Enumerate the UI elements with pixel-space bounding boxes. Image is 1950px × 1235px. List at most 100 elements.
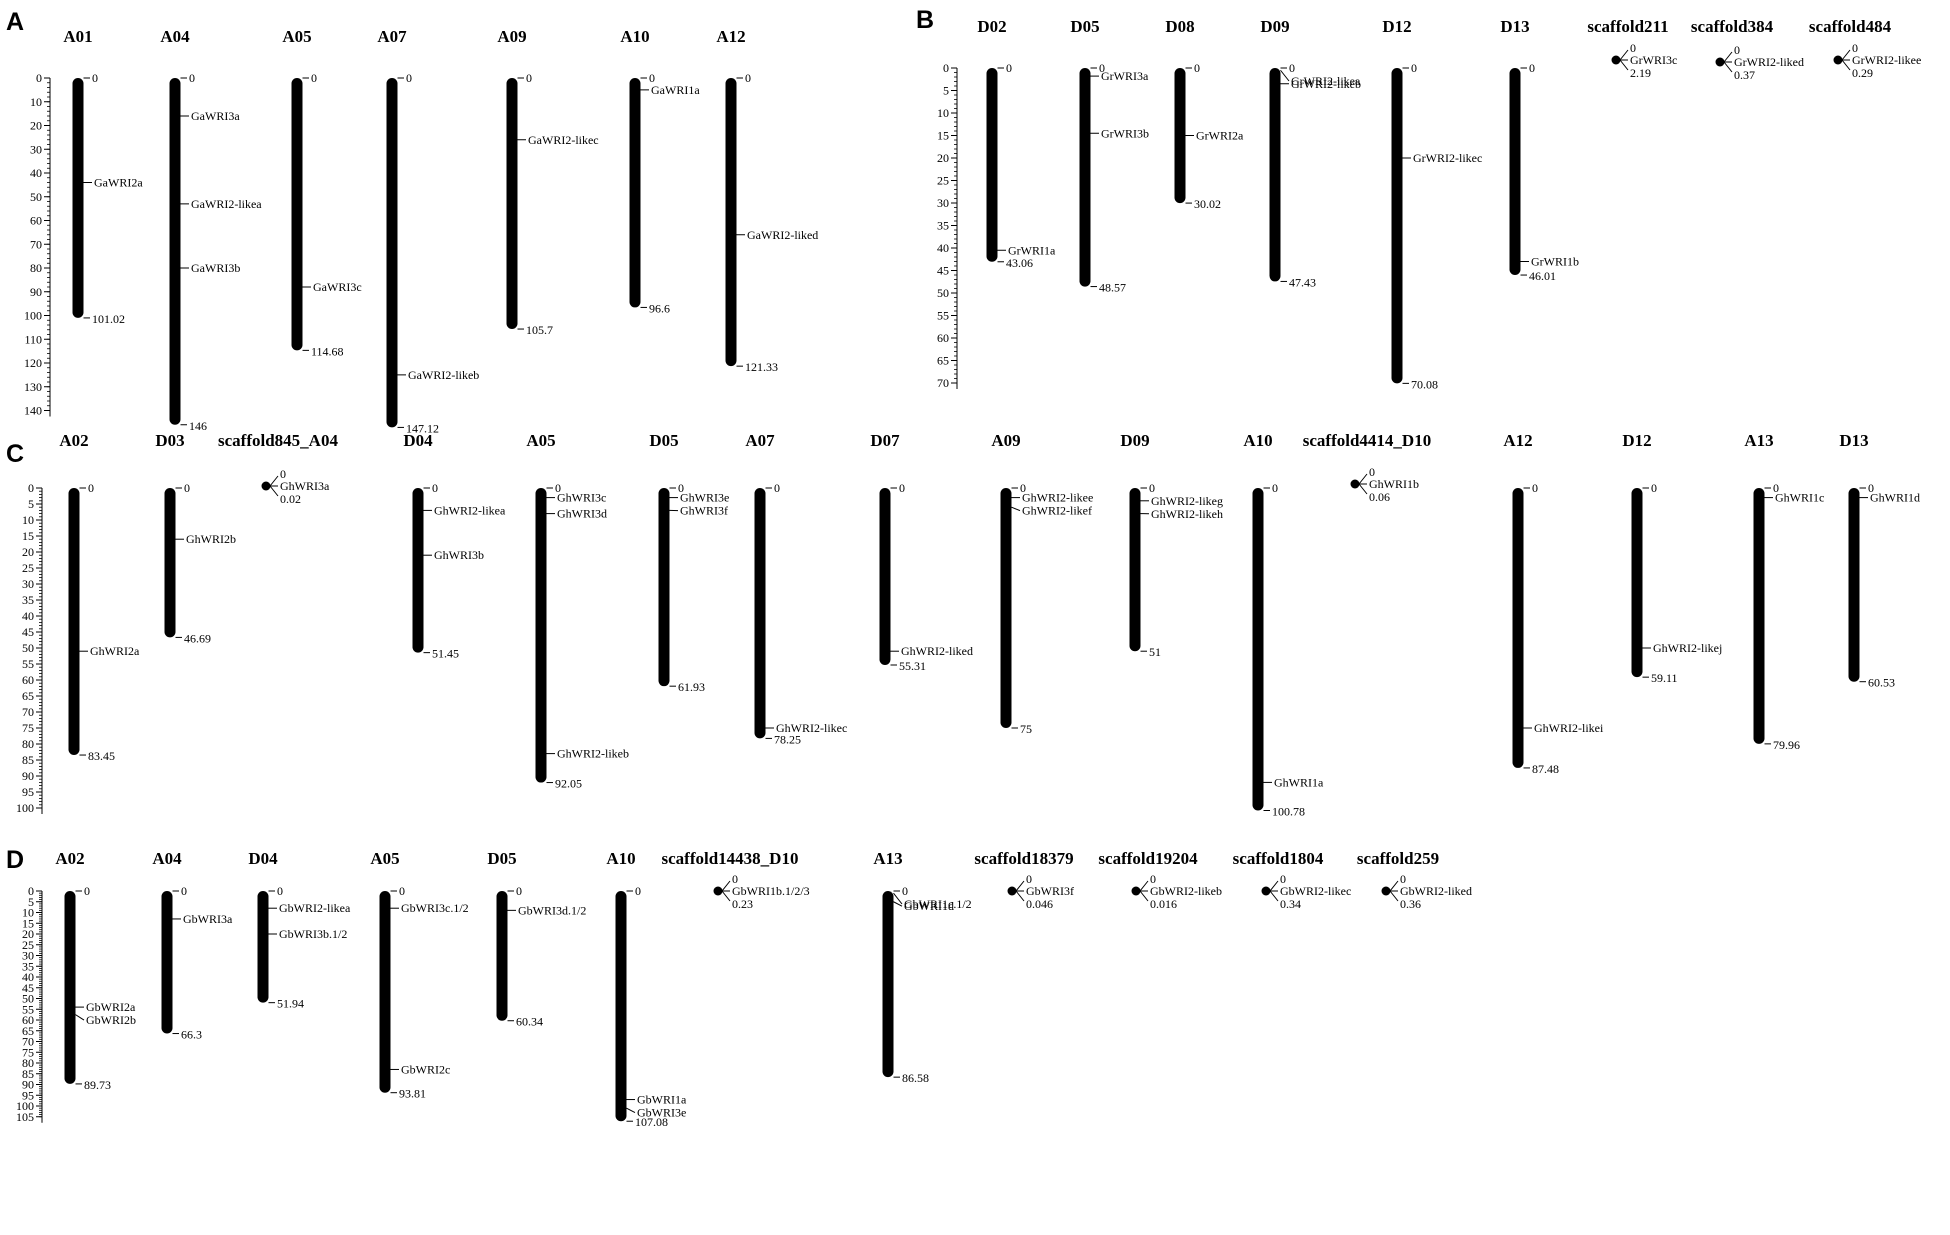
chromosome-name: A13 <box>1744 431 1773 450</box>
start-position-label: 0 <box>1852 41 1858 55</box>
scale-tick-label: 0 <box>28 481 34 495</box>
chromosome-bar <box>506 78 518 330</box>
start-position-label: 0 <box>399 884 405 898</box>
end-position-label: 0.23 <box>732 897 753 911</box>
panel-A: A0102030405060708090100110120130140A0101… <box>6 8 818 435</box>
start-position-label: 0 <box>1734 43 1740 57</box>
start-position-label: 0 <box>280 467 286 481</box>
gene-label: GbWRI1b.1/2/3 <box>732 884 810 898</box>
gene-label: GhWRI2-liked <box>901 644 973 658</box>
end-position-label: 105.7 <box>526 323 553 337</box>
scale-tick-label: 30 <box>22 577 34 591</box>
end-position-label: 61.93 <box>678 680 705 694</box>
scale-tick-label: 110 <box>24 332 42 346</box>
scale-tick-label: 55 <box>22 657 34 671</box>
chromosome-bar <box>386 78 398 428</box>
scale-tick-label: 70 <box>22 705 34 719</box>
chromosome-name: scaffold14438_D10 <box>662 849 799 868</box>
chromosome-bar <box>412 488 424 653</box>
scale-tick-label: 130 <box>24 380 42 394</box>
scale-tick-label: 75 <box>22 721 34 735</box>
scale-tick-label: 85 <box>22 1067 34 1081</box>
gene-connector <box>893 892 903 905</box>
scaffold-dot <box>1381 886 1391 896</box>
chromosome-A09: A09 0 105.7 GaWRI2-likec <box>497 27 598 337</box>
gene-label: GaWRI2a <box>94 176 143 190</box>
start-position-label: 0 <box>181 884 187 898</box>
gene-label: GbWRI1d <box>904 899 954 913</box>
panel-label: A <box>6 8 24 36</box>
chromosome-D03: D03 0 46.69 GhWRI2b <box>155 431 236 645</box>
end-position-label: 146 <box>189 419 207 433</box>
chromosome-A10: A10 0 100.78 GhWRI1a <box>1243 431 1324 818</box>
start-position-label: 0 <box>1272 481 1278 495</box>
scaffold-connector <box>1358 473 1368 495</box>
scale-tick-label: 50 <box>22 641 34 655</box>
chromosome-bar <box>629 78 641 308</box>
scale-tick-label: 5 <box>28 895 34 909</box>
scaffold-connector <box>1389 880 1399 902</box>
scale-tick-label: 35 <box>937 219 949 233</box>
gene-label: GbWRI3e <box>637 1106 686 1120</box>
gene-label: GbWRI2a <box>86 1000 136 1014</box>
chromosome-A05: A05 0 92.05 GhWRI3c GhWRI3d GhWRI2-likeb <box>526 431 629 791</box>
chromosome-bar <box>1509 68 1521 276</box>
gene-label: GhWRI1a <box>1274 775 1324 789</box>
scale-tick-label: 0 <box>36 71 42 85</box>
chromosome-bar <box>496 891 508 1021</box>
gene-label: GhWRI2-likeh <box>1151 507 1223 521</box>
end-position-label: 121.33 <box>745 360 778 374</box>
chromosome-bar <box>1753 488 1765 744</box>
scale-tick-label: 90 <box>22 769 34 783</box>
gene-label: GrWRI1b <box>1531 255 1579 269</box>
scaffold-dot <box>1350 479 1360 489</box>
chromosome-name: scaffold484 <box>1809 17 1892 36</box>
gene-label: GrWRI2-likec <box>1413 151 1482 165</box>
chromosome-D08: D08 0 30.02 GrWRI2a <box>1165 17 1244 211</box>
gene-label: GhWRI3d <box>557 507 607 521</box>
chromosome-D12: D12 0 59.11 GhWRI2-likej <box>1622 431 1722 685</box>
gene-label: GbWRI3f <box>1026 884 1074 898</box>
scaffold-connector <box>1841 49 1851 71</box>
chromosome-name: D03 <box>155 431 184 450</box>
chromosome-name: A09 <box>497 27 526 46</box>
end-position-label: 0.29 <box>1852 66 1873 80</box>
chromosome-bar <box>986 68 998 262</box>
scale-tick-label: 25 <box>22 938 34 952</box>
chromosome-A12: A12 0 121.33 GaWRI2-liked <box>716 27 818 374</box>
gene-label: GhWRI2-likee <box>1022 491 1093 505</box>
gene-label: GbWRI1a <box>637 1093 687 1107</box>
gene-label: GrWRI3b <box>1101 126 1149 140</box>
chromosome-name: A01 <box>63 27 92 46</box>
chromosome-name: D12 <box>1622 431 1651 450</box>
scale-tick-label: 80 <box>22 1056 34 1070</box>
gene-label: GhWRI1d <box>1870 491 1920 505</box>
start-position-label: 0 <box>1194 61 1200 75</box>
chromosome-name: D04 <box>403 431 433 450</box>
gene-label: GbWRI2-likec <box>1280 884 1351 898</box>
gene-label: GaWRI3b <box>191 261 240 275</box>
chromosome-A05: A05 0 93.81 GbWRI3c.1/2 GbWRI2c <box>370 849 468 1101</box>
chromosome-name: D05 <box>649 431 678 450</box>
chromosome-name: scaffold18379 <box>974 849 1073 868</box>
start-position-label: 0 <box>1411 61 1417 75</box>
end-position-label: 66.3 <box>181 1028 202 1042</box>
gene-label: GhWRI2-likej <box>1653 641 1722 655</box>
gene-label: GhWRI3a <box>280 479 330 493</box>
start-position-label: 0 <box>277 884 283 898</box>
scale-tick-label: 70 <box>937 376 949 390</box>
scale-tick-label: 85 <box>22 753 34 767</box>
scale-ruler: 0 10 20 30 40 50 60 70 80 90 100 110 120 130 140 <box>24 71 51 418</box>
gene-label: GhWRI2-likec <box>776 721 847 735</box>
end-position-label: 0.06 <box>1369 490 1390 504</box>
end-position-label: 48.57 <box>1099 281 1126 295</box>
chromosome-bar <box>1269 68 1281 282</box>
start-position-label: 0 <box>1651 481 1657 495</box>
chromosome-bar <box>1174 68 1186 204</box>
chromosome-A04: A04 0 146 GaWRI3a GaWRI2-likea GaWRI3b <box>160 27 262 433</box>
